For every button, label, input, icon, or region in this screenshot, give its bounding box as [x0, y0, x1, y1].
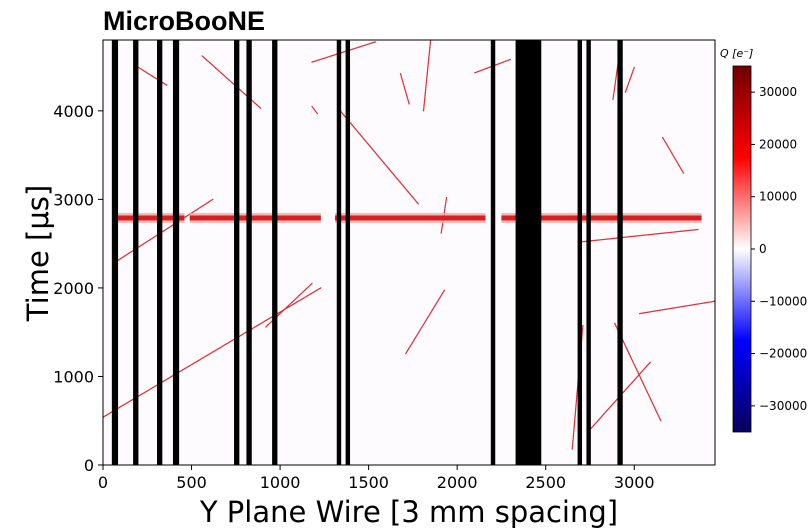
- dead-wire-band: [157, 40, 163, 465]
- track-segment: [399, 72, 411, 106]
- y-tick-label: 1000: [53, 367, 94, 386]
- colorbar-gradient: [732, 65, 752, 433]
- charge-band-core: [189, 215, 321, 221]
- dead-wire-band: [515, 40, 542, 465]
- x-axis-label: Y Plane Wire [3 mm spacing]: [199, 495, 618, 529]
- colorbar-tick-label: −20000: [759, 347, 807, 361]
- dead-wire-band: [336, 40, 342, 465]
- dead-wire-band: [133, 40, 139, 465]
- track-segment: [311, 41, 377, 63]
- colorbar-tick-label: 0: [759, 242, 767, 256]
- dead-wire-band: [172, 40, 180, 465]
- x-tick-label: 2000: [437, 473, 478, 492]
- y-tick-label: 0: [84, 456, 94, 475]
- dead-wire-band: [577, 40, 583, 465]
- plot-frame: [102, 39, 716, 466]
- colorbar-label: Q [e⁻]: [720, 47, 753, 60]
- track-segment: [422, 40, 432, 112]
- chart-title: MicroBooNE: [103, 6, 265, 36]
- track-segment: [112, 198, 214, 264]
- track-segment: [638, 300, 715, 315]
- y-axis-ticks: 0 1000 2000 3000 4000: [53, 102, 103, 475]
- dead-wire-band: [234, 40, 240, 465]
- y-tick-label: 4000: [53, 102, 94, 121]
- x-tick-label: 500: [176, 473, 207, 492]
- dead-wire-band: [272, 40, 278, 465]
- colorbar-tick-label: −10000: [759, 294, 807, 308]
- x-tick-label: 1500: [348, 473, 389, 492]
- x-tick-label: 2500: [525, 473, 566, 492]
- x-tick-label: 1000: [260, 473, 301, 492]
- dead-wire-band: [490, 40, 496, 465]
- track-segment: [580, 228, 699, 243]
- y-tick-label: 2000: [53, 279, 94, 298]
- colorbar-tick-label: −30000: [759, 399, 807, 413]
- charge-band-core: [334, 215, 486, 221]
- track-segment: [339, 110, 419, 205]
- colorbar: Q [e⁻] 30000 20000 10000 0 −10000 −20000 −3000…: [720, 47, 807, 433]
- dead-wire-band: [586, 40, 591, 465]
- colorbar-tick-label: 10000: [759, 190, 797, 204]
- y-tick-label: 3000: [53, 190, 94, 209]
- plot-marks: [103, 40, 715, 465]
- colorbar-tick-label: 30000: [759, 85, 797, 99]
- charge-band: [117, 212, 702, 223]
- track-segment: [624, 66, 635, 93]
- charge-band-core: [501, 215, 702, 221]
- colorbar-ticks: 30000 20000 10000 0 −10000 −20000 −30000: [751, 85, 807, 413]
- plot-area: [103, 40, 715, 465]
- track-segment: [405, 289, 446, 355]
- dead-wire-band: [246, 40, 252, 465]
- dead-wire-band: [345, 40, 351, 465]
- track-segment: [661, 136, 685, 175]
- dead-wire-band: [617, 40, 623, 465]
- dead-wire-bands: [111, 40, 623, 465]
- x-tick-label: 3000: [614, 473, 655, 492]
- dead-wire-band: [111, 40, 119, 465]
- x-tick-label: 0: [98, 473, 108, 492]
- colorbar-tick-label: 20000: [759, 137, 797, 151]
- x-axis-ticks: 0 500 1000 1500 2000 2500 3000: [98, 465, 655, 492]
- track-segment: [311, 105, 318, 115]
- charge-band-core: [117, 215, 185, 221]
- y-axis-label: Time [μs]: [21, 185, 55, 322]
